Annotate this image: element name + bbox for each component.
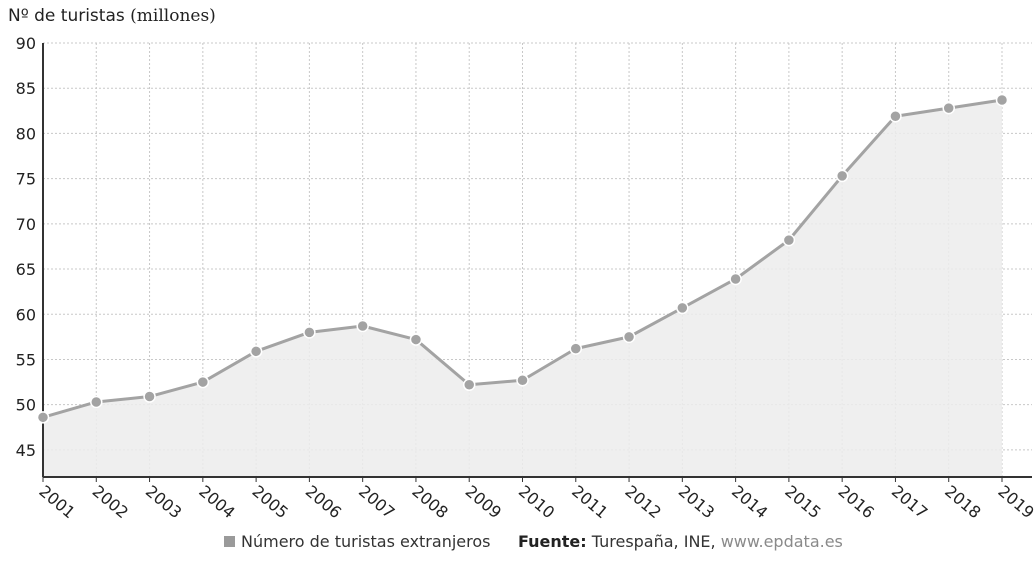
data-point <box>569 342 583 355</box>
x-tick-label: 2012 <box>621 482 664 523</box>
x-tick-label: 2002 <box>89 482 132 523</box>
x-tick-label: 2003 <box>142 482 185 523</box>
data-point <box>36 411 50 424</box>
legend: Número de turistas extranjeros <box>224 532 490 551</box>
x-tick-label: 2006 <box>302 482 345 523</box>
x-tick-label: 2013 <box>675 482 718 523</box>
data-point <box>942 101 955 115</box>
data-point <box>835 169 849 183</box>
x-tick-label: 2001 <box>35 482 78 523</box>
x-tick-label: 2016 <box>835 482 878 523</box>
chart-footer: Número de turistas extranjeros Fuente: T… <box>0 532 1035 558</box>
y-axis-label-unit: (millones) <box>130 6 216 26</box>
x-tick-label: 2007 <box>355 482 398 523</box>
series-area <box>43 99 1002 478</box>
y-tick-label: 45 <box>16 441 36 460</box>
source-url[interactable]: www.epdata.es <box>720 532 843 551</box>
y-tick-label: 50 <box>16 396 36 415</box>
source-text: Turespaña, INE, <box>586 532 721 551</box>
data-point <box>462 378 476 392</box>
y-tick-label: 55 <box>16 350 36 369</box>
data-point <box>889 109 902 123</box>
y-tick-label: 75 <box>16 170 36 189</box>
x-tick-label: 2008 <box>408 482 451 523</box>
y-tick-label: 70 <box>16 215 36 234</box>
x-tick-label: 2014 <box>728 482 771 523</box>
legend-swatch <box>224 536 235 547</box>
x-tick-label: 2015 <box>781 482 824 523</box>
data-point <box>90 395 103 409</box>
data-point <box>622 330 636 344</box>
y-axis-label-main: Nº de turistas <box>8 6 125 26</box>
data-point <box>782 233 796 247</box>
x-tick-label: 2009 <box>462 482 505 523</box>
x-tick-label: 2018 <box>941 482 984 523</box>
x-tick-label: 2017 <box>888 482 931 523</box>
x-tick-label: 2005 <box>249 482 292 523</box>
x-tick-label: 2004 <box>195 482 238 523</box>
y-tick-label: 60 <box>16 305 36 324</box>
source-credit: Fuente: Turespaña, INE, www.epdata.es <box>518 532 843 551</box>
data-point <box>249 345 263 358</box>
plot-area: 90 85 80 75 70 65 60 55 50 45 2001 2002 2003 2004 2005… <box>16 34 1035 523</box>
y-tick-label: 80 <box>16 124 36 143</box>
data-point <box>409 333 423 346</box>
x-tick-label: 2010 <box>515 482 558 523</box>
x-tick-label: 2019 <box>994 482 1035 523</box>
y-tick-label: 90 <box>16 34 36 53</box>
data-point <box>676 301 689 315</box>
y-tick-label: 85 <box>16 79 36 98</box>
data-point <box>729 272 742 286</box>
data-point <box>196 375 210 389</box>
y-axis-label: Nº de turistas (millones) <box>8 6 216 26</box>
x-tick-label: 2011 <box>568 482 611 523</box>
source-label: Fuente: <box>518 532 587 551</box>
y-tick-label: 65 <box>16 260 36 279</box>
data-point <box>143 390 156 403</box>
data-point <box>995 93 1009 107</box>
data-point <box>516 374 529 387</box>
data-point <box>303 326 316 339</box>
legend-label: Número de turistas extranjeros <box>241 532 491 551</box>
data-point <box>356 319 369 333</box>
